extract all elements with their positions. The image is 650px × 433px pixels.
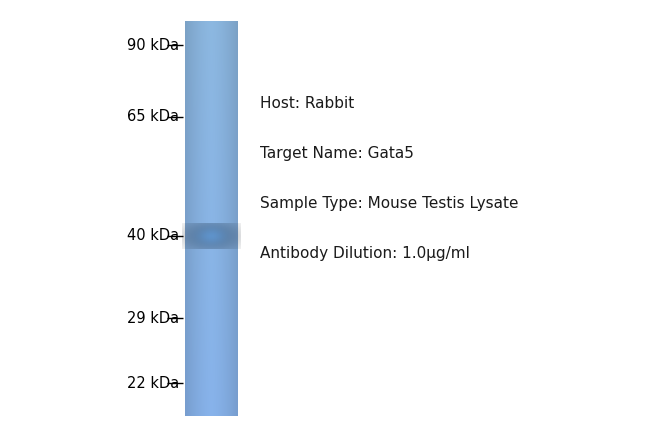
Text: 29 kDa: 29 kDa bbox=[127, 311, 179, 326]
Text: Antibody Dilution: 1.0μg/ml: Antibody Dilution: 1.0μg/ml bbox=[260, 246, 470, 261]
Text: 65 kDa: 65 kDa bbox=[127, 110, 179, 124]
Text: 22 kDa: 22 kDa bbox=[127, 376, 179, 391]
Text: Host: Rabbit: Host: Rabbit bbox=[260, 97, 354, 111]
Text: Target Name: Gata5: Target Name: Gata5 bbox=[260, 146, 414, 161]
Text: 90 kDa: 90 kDa bbox=[127, 38, 179, 53]
Text: 40 kDa: 40 kDa bbox=[127, 229, 179, 243]
Text: Sample Type: Mouse Testis Lysate: Sample Type: Mouse Testis Lysate bbox=[260, 196, 519, 211]
